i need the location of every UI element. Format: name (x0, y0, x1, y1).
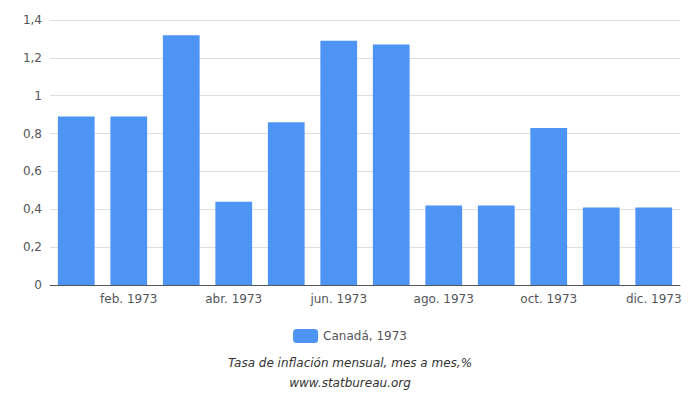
svg-text:www.statbureau.org: www.statbureau.org (289, 376, 411, 390)
svg-text:ago. 1973: ago. 1973 (414, 292, 474, 306)
svg-text:0: 0 (34, 278, 42, 292)
svg-text:feb. 1973: feb. 1973 (100, 292, 157, 306)
svg-text:0,2: 0,2 (23, 240, 42, 254)
svg-text:Canadá, 1973: Canadá, 1973 (323, 329, 407, 343)
svg-text:Tasa de inflación mensual, mes: Tasa de inflación mensual, mes a mes,% (228, 356, 472, 370)
svg-text:1: 1 (34, 89, 42, 103)
svg-text:1,2: 1,2 (23, 51, 42, 65)
svg-text:0,4: 0,4 (23, 202, 42, 216)
svg-text:oct. 1973: oct. 1973 (520, 292, 577, 306)
svg-text:0,8: 0,8 (23, 127, 42, 141)
svg-text:abr. 1973: abr. 1973 (205, 292, 262, 306)
svg-text:dic. 1973: dic. 1973 (626, 292, 682, 306)
svg-text:jun. 1973: jun. 1973 (309, 292, 367, 306)
svg-text:0,6: 0,6 (23, 164, 42, 178)
svg-text:1,4: 1,4 (23, 13, 42, 27)
